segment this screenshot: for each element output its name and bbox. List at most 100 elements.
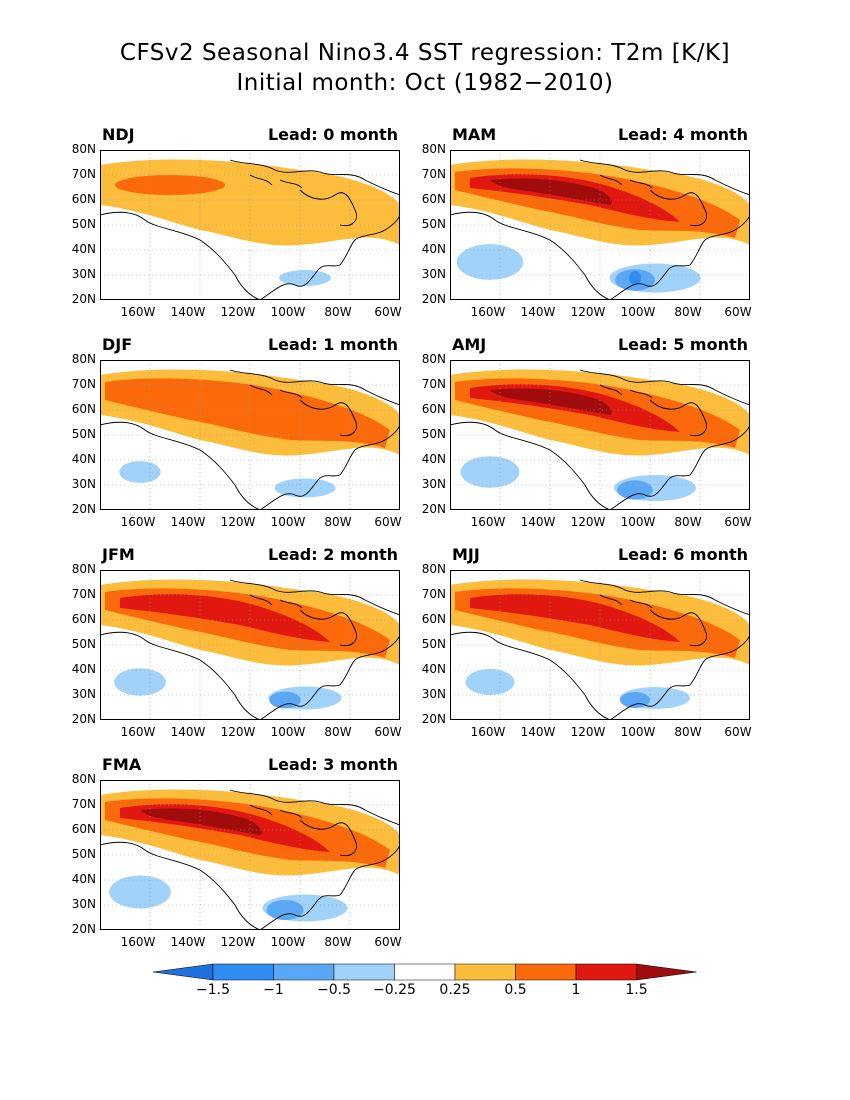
lat-tick-label: 50N	[421, 427, 446, 441]
coastline	[450, 631, 611, 720]
lon-tick-label: 100W	[620, 515, 656, 529]
colorbar-seg	[394, 963, 456, 981]
coastline	[364, 599, 400, 616]
cool-anomaly-0.25	[465, 669, 515, 695]
lon-tick-label: 160W	[120, 515, 156, 529]
panel-header: DJF Lead: 1 month	[100, 335, 400, 355]
warm-anomaly-1.5	[490, 388, 612, 415]
lat-tick-label: 70N	[71, 377, 96, 391]
lat-tick-label: 40N	[421, 242, 446, 256]
regression-map	[450, 360, 750, 510]
warm-anomaly-0.5	[105, 378, 390, 448]
coastline	[339, 844, 400, 896]
lat-tick-label: 60N	[421, 192, 446, 206]
cool-anomaly-0.25	[460, 456, 520, 488]
lon-tick-label: 60W	[374, 515, 402, 529]
warm-anomaly-1.5	[140, 808, 262, 835]
lat-tick-label: 50N	[421, 217, 446, 231]
lat-tick-label: 60N	[71, 192, 96, 206]
coastline	[299, 399, 357, 437]
lat-tick-label: 20N	[421, 292, 446, 306]
warm-anomaly-1.5	[490, 178, 612, 205]
lat-tick-label: 80N	[71, 142, 96, 156]
lon-tick-label: 80W	[324, 515, 352, 529]
lat-tick-label: 40N	[421, 452, 446, 466]
colorbar-seg	[515, 963, 577, 981]
lon-tick-label: 120W	[570, 725, 606, 739]
lon-tick-label: 80W	[324, 725, 352, 739]
lat-tick-label: 80N	[71, 772, 96, 786]
coastline	[450, 421, 611, 510]
lon-tick-label: 100W	[270, 935, 306, 949]
coastline	[229, 789, 366, 811]
colorbar-tick-label: 1	[571, 982, 581, 998]
map-frame	[100, 360, 400, 510]
figure-title: CFSv2 Seasonal Nino3.4 SST regression: T…	[0, 38, 850, 98]
coastline	[599, 174, 623, 186]
colorbar-seg	[333, 963, 395, 981]
lat-tick-label: 30N	[71, 267, 96, 281]
cool-anomaly-0.25	[114, 668, 166, 696]
lon-tick-label: 60W	[724, 725, 752, 739]
coastline	[714, 389, 750, 406]
lon-tick-label: 120W	[570, 305, 606, 319]
cool-anomaly-0.25	[279, 270, 331, 286]
lat-tick-label: 40N	[71, 452, 96, 466]
colorbar-seg	[575, 963, 637, 981]
colorbar-tick-label: 1.5	[625, 982, 648, 998]
coastline	[249, 384, 273, 396]
warm-anomaly-1	[120, 594, 330, 642]
panel-season-label: FMA	[102, 755, 142, 774]
map-panel-mam: MAM Lead: 4 month 80N 70N 60N 50N 40N 30N 20N 160…	[422, 125, 752, 319]
lon-tick-label: 60W	[374, 305, 402, 319]
lat-tick-label: 80N	[71, 352, 96, 366]
panel-lead-label: Lead: 4 month	[617, 125, 748, 144]
lon-tick-label: 160W	[470, 515, 506, 529]
colorbar-tick-label: 0.25	[439, 982, 471, 998]
coastline	[299, 609, 357, 647]
cool-anomaly-0.25	[119, 461, 161, 483]
warm-anomaly-0.5	[115, 175, 225, 195]
lat-tick-label: 80N	[421, 352, 446, 366]
coastline	[100, 631, 261, 720]
regression-map	[450, 150, 750, 300]
colorbar-tick-label: −0.5	[317, 982, 351, 998]
coastline	[579, 579, 716, 601]
lon-tick-label: 60W	[374, 725, 402, 739]
lon-tick-label: 140W	[170, 725, 206, 739]
panel-lead-label: Lead: 0 month	[267, 125, 398, 144]
lon-tick-label: 140W	[170, 305, 206, 319]
lon-tick-label: 80W	[324, 305, 352, 319]
colorbar-seg	[454, 963, 516, 981]
lat-tick-label: 80N	[421, 562, 446, 576]
coastline	[689, 214, 750, 266]
coastline	[259, 684, 341, 720]
lat-tick-label: 70N	[421, 587, 446, 601]
map-frame	[450, 150, 750, 300]
lon-tick-label: 100W	[270, 725, 306, 739]
coastline	[714, 179, 750, 196]
coastline	[100, 421, 261, 510]
lat-tick-label: 30N	[421, 687, 446, 701]
colorbar-tick-label: −1	[263, 982, 284, 998]
lon-tick-label: 80W	[674, 305, 702, 319]
lon-tick-label: 60W	[724, 515, 752, 529]
map-panel-ndj: NDJ Lead: 0 month 80N 70N 60N 50N 40N 30N 20N 160…	[72, 125, 402, 319]
lon-tick-label: 120W	[220, 305, 256, 319]
lat-tick-label: 50N	[71, 427, 96, 441]
coastline	[609, 474, 691, 510]
lon-tick-label: 160W	[120, 725, 156, 739]
panel-season-label: JFM	[102, 545, 135, 564]
coastline	[279, 179, 303, 189]
coastline	[299, 189, 357, 227]
title-line-1: CFSv2 Seasonal Nino3.4 SST regression: T…	[119, 40, 731, 66]
lon-tick-label: 80W	[674, 725, 702, 739]
lon-tick-label: 100W	[270, 305, 306, 319]
colorbar-tick-label: −0.25	[373, 982, 416, 998]
coastline	[629, 389, 653, 399]
lon-tick-label: 140W	[520, 305, 556, 319]
lat-tick-label: 70N	[421, 377, 446, 391]
coastline	[100, 211, 261, 300]
coastline	[629, 179, 653, 189]
lat-tick-label: 20N	[421, 502, 446, 516]
